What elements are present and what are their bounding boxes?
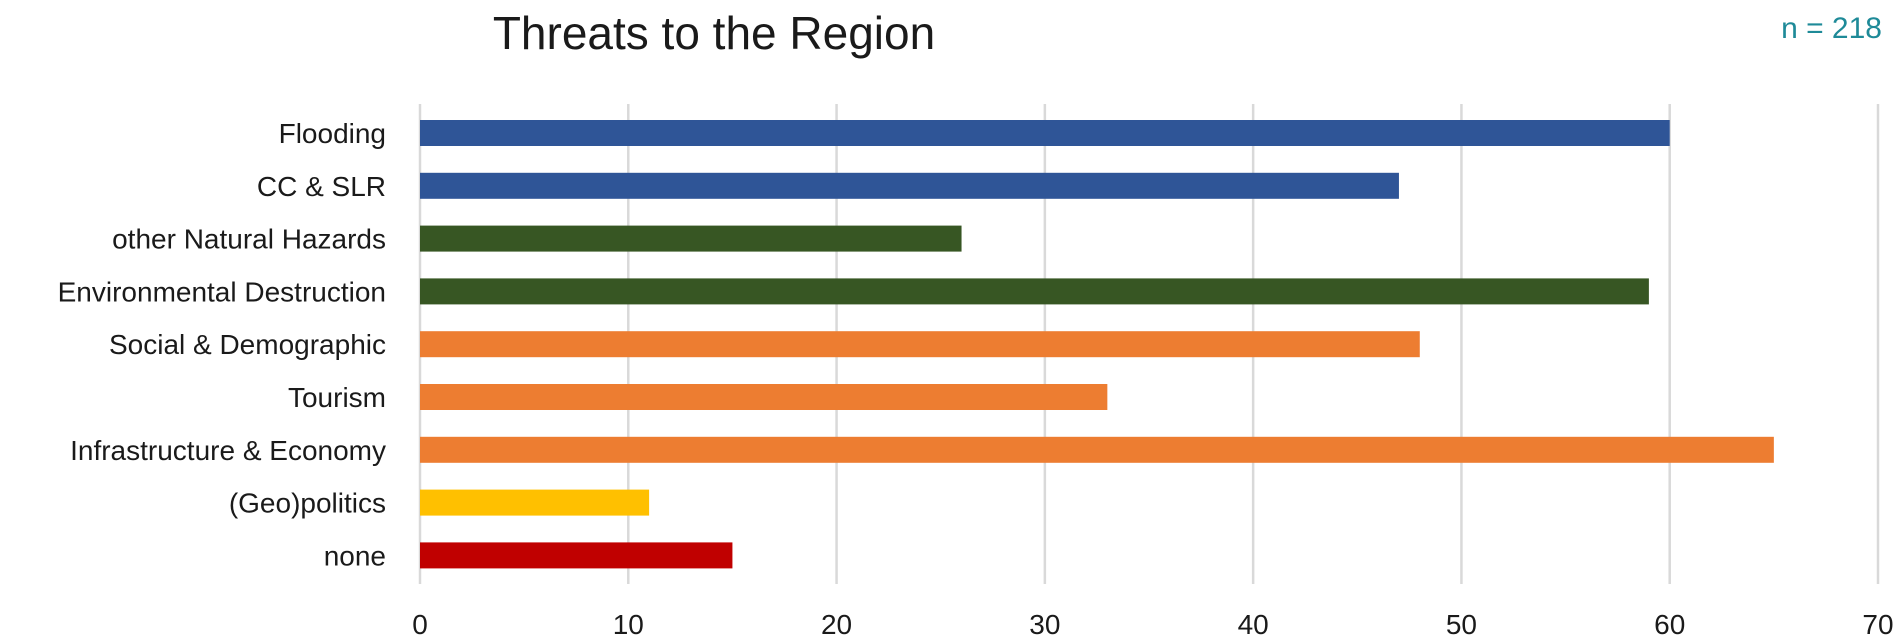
x-tick-label: 40	[1238, 609, 1269, 640]
bar	[420, 384, 1108, 410]
bar	[420, 278, 1649, 305]
bar	[420, 120, 1670, 146]
category-label: Environmental Destruction	[58, 276, 386, 307]
category-label: (Geo)politics	[229, 488, 386, 519]
x-tick-label: 0	[412, 609, 428, 640]
chart-title: Threats to the Region	[492, 7, 936, 59]
x-tick-label: 20	[821, 609, 852, 640]
x-tick-label: 50	[1446, 609, 1477, 640]
bars	[420, 120, 1774, 569]
category-label: Social & Demographic	[109, 329, 386, 360]
category-label: none	[324, 540, 386, 571]
bar	[420, 225, 962, 252]
category-label: Flooding	[279, 118, 386, 149]
bar	[420, 489, 650, 516]
category-label: other Natural Hazards	[112, 224, 386, 255]
x-tick-label: 30	[1029, 609, 1060, 640]
category-label: Infrastructure & Economy	[70, 435, 386, 466]
bar	[420, 331, 1420, 358]
bar	[420, 542, 733, 569]
x-axis-tick-labels: 0 10 20 30 40 50 60 70	[412, 609, 1893, 640]
category-labels: Flooding CC & SLR other Natural Hazards Env…	[58, 118, 386, 571]
category-label: Tourism	[288, 382, 386, 413]
category-label: CC & SLR	[257, 171, 386, 202]
x-tick-label: 60	[1654, 609, 1685, 640]
bar	[420, 172, 1399, 199]
bar	[420, 436, 1774, 463]
sample-size-annotation: n = 218	[1781, 12, 1882, 45]
x-tick-label: 10	[613, 609, 644, 640]
x-tick-label: 70	[1862, 609, 1893, 640]
